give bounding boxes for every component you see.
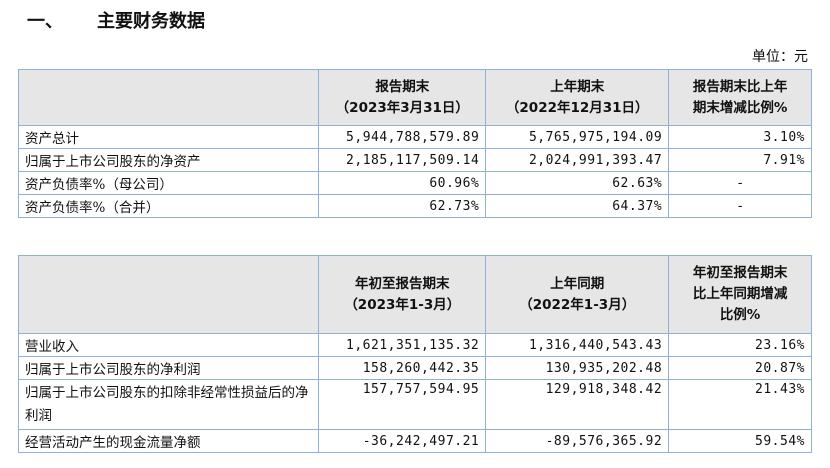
header-change: 年初至报告期末 比上年同期增减 比例%: [668, 255, 812, 334]
header-empty: [17, 255, 320, 334]
row-label: 资产总计: [17, 125, 320, 149]
header-current: 年初至报告期末 （2023年1-3月）: [318, 255, 487, 334]
header-line: （2023年3月31日）: [335, 99, 469, 116]
change-value: 21.43%: [668, 379, 812, 430]
change-value: -: [668, 194, 812, 218]
row-label: 归属于上市公司股东的净资产: [17, 148, 320, 172]
header-line: 期末增减比例%: [692, 99, 788, 116]
table-row: 资产负债率%（合并） 62.73% 64.37% -: [17, 194, 812, 218]
table-row: 资产总计 5,944,788,579.89 5,765,975,194.09 3.10…: [17, 125, 812, 149]
table-row: 归属于上市公司股东的净资产 2,185,117,509.14 2,024,991,3…: [17, 148, 812, 172]
table-row: 经营活动产生的现金流量净额 -36,242,497.21 -89,576,365.9…: [17, 429, 812, 453]
row-label: 归属于上市公司股东的扣除非经常性损益后的净利润: [17, 379, 320, 430]
prior-value: 129,918,348.42: [485, 379, 670, 430]
header-line: （2022年12月31日）: [505, 99, 649, 116]
change-value: 7.91%: [668, 148, 812, 172]
row-label: 资产负债率%（母公司）: [17, 171, 320, 195]
income-table: 年初至报告期末 （2023年1-3月） 上年同期 （2022年1-3月） 年初至报告…: [17, 255, 812, 453]
current-value: 62.73%: [318, 194, 487, 218]
prior-value: 2,024,991,393.47: [485, 148, 670, 172]
prior-value: -89,576,365.92: [485, 429, 670, 453]
header-line: （2022年1-3月）: [519, 296, 636, 313]
header-line: 比例%: [719, 307, 761, 323]
table-row: 资产负债率%（母公司） 60.96% 62.63% -: [17, 171, 812, 195]
current-value: 157,757,594.95: [318, 379, 487, 430]
section-heading: 一、 主要财务数据: [27, 7, 205, 33]
current-value: 60.96%: [318, 171, 487, 195]
header-line: （2023年1-3月）: [344, 296, 461, 313]
current-value: 1,621,351,135.32: [318, 333, 487, 357]
table-header-row: 年初至报告期末 （2023年1-3月） 上年同期 （2022年1-3月） 年初至报告…: [17, 255, 812, 334]
unit-label: 单位：元: [752, 49, 808, 65]
prior-value: 64.37%: [485, 194, 670, 218]
header-empty: [17, 69, 320, 126]
table-row: 归属于上市公司股东的扣除非经常性损益后的净利润 157,757,594.95 129…: [17, 379, 812, 430]
change-value: 3.10%: [668, 125, 812, 149]
prior-value: 1,316,440,543.43: [485, 333, 670, 357]
current-value: -36,242,497.21: [318, 429, 487, 453]
change-value: -: [668, 171, 812, 195]
header-line: 报告期末比上年: [692, 78, 788, 95]
prior-value: 130,935,202.48: [485, 356, 670, 380]
section-title: 主要财务数据: [97, 11, 205, 32]
table-header-row: 报告期末 （2023年3月31日） 上年期末 （2022年12月31日） 报告期末比…: [17, 69, 812, 126]
header-current: 报告期末 （2023年3月31日）: [318, 69, 487, 126]
row-label: 经营活动产生的现金流量净额: [17, 429, 320, 453]
current-value: 158,260,442.35: [318, 356, 487, 380]
row-label: 归属于上市公司股东的净利润: [17, 356, 320, 380]
header-line: 比上年同期增减: [692, 286, 788, 302]
prior-value: 5,765,975,194.09: [485, 125, 670, 149]
change-value: 59.54%: [668, 429, 812, 453]
row-label: 营业收入: [17, 333, 320, 357]
header-change: 报告期末比上年 期末增减比例%: [668, 69, 812, 126]
current-value: 5,944,788,579.89: [318, 125, 487, 149]
table-row: 归属于上市公司股东的净利润 158,260,442.35 130,935,202.4…: [17, 356, 812, 380]
table-row: 营业收入 1,621,351,135.32 1,316,440,543.43 23.1…: [17, 333, 812, 357]
balance-table: 报告期末 （2023年3月31日） 上年期末 （2022年12月31日） 报告期末比…: [17, 69, 812, 218]
header-line: 上年同期: [550, 275, 605, 292]
current-value: 2,185,117,509.14: [318, 148, 487, 172]
change-value: 23.16%: [668, 333, 812, 357]
header-line: 年初至报告期末: [355, 275, 450, 292]
row-label: 资产负债率%（合并）: [17, 194, 320, 218]
section-number: 一、: [27, 11, 63, 32]
header-line: 年初至报告期末: [692, 265, 788, 281]
header-prior: 上年期末 （2022年12月31日）: [485, 69, 670, 126]
header-line: 上年期末: [550, 78, 605, 95]
prior-value: 62.63%: [485, 171, 670, 195]
header-line: 报告期末: [375, 78, 430, 95]
header-prior: 上年同期 （2022年1-3月）: [485, 255, 670, 334]
change-value: 20.87%: [668, 356, 812, 380]
